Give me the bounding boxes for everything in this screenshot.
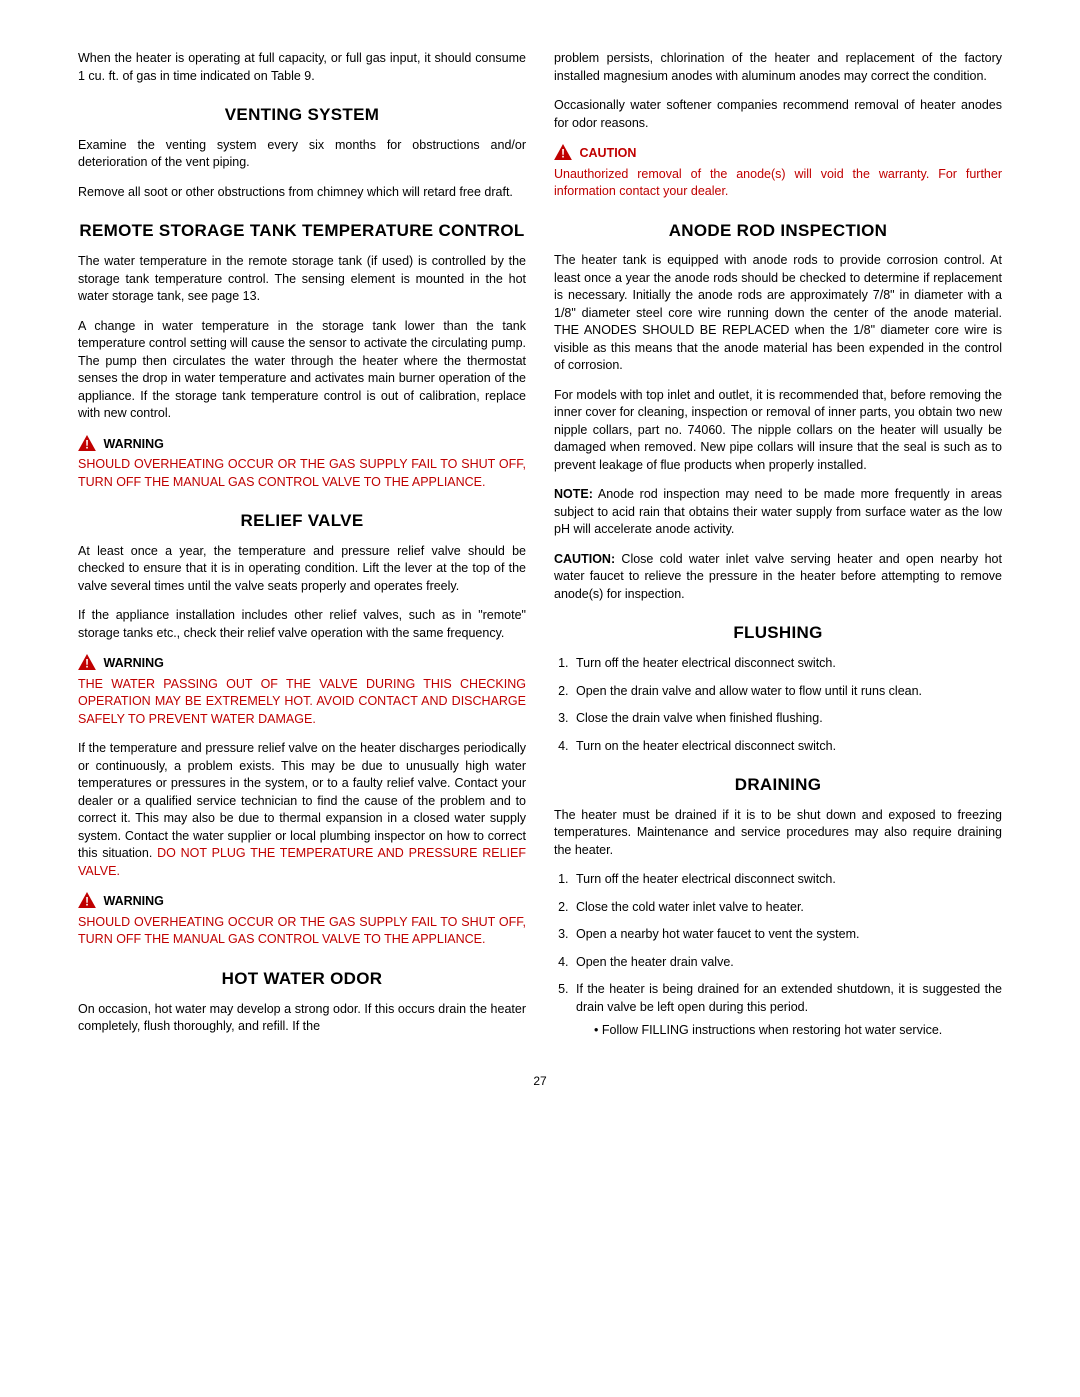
- anode-p2: For models with top inlet and outlet, it…: [554, 387, 1002, 475]
- list-item: Turn off the heater electrical disconnec…: [572, 871, 1002, 889]
- svg-text:!: !: [561, 148, 565, 160]
- relief-warn1: THE WATER PASSING OUT OF THE VALVE DURIN…: [78, 676, 526, 729]
- remote-p2: A change in water temperature in the sto…: [78, 318, 526, 423]
- anode-p1: The heater tank is equipped with anode r…: [554, 252, 1002, 375]
- anode-caution: CAUTION: Close cold water inlet valve se…: [554, 551, 1002, 604]
- warning-icon: !: [78, 435, 96, 457]
- caution-icon: !: [554, 144, 572, 166]
- warning-label: WARNING: [103, 437, 163, 451]
- odor-p1: On occasion, hot water may develop a str…: [78, 1001, 526, 1036]
- remote-p1: The water temperature in the remote stor…: [78, 253, 526, 306]
- anode-title: ANODE ROD INSPECTION: [554, 219, 1002, 243]
- list-item: Open the heater drain valve.: [572, 954, 1002, 972]
- venting-p1: Examine the venting system every six mon…: [78, 137, 526, 172]
- remote-warning-text: SHOULD OVERHEATING OCCUR OR THE GAS SUPP…: [78, 456, 526, 491]
- draining-p1: The heater must be drained if it is to b…: [554, 807, 1002, 860]
- svg-text:!: !: [85, 439, 89, 451]
- warning-icon: !: [78, 654, 96, 676]
- warning-label: WARNING: [103, 894, 163, 908]
- relief-p2: If the appliance installation includes o…: [78, 607, 526, 642]
- odor-title: HOT WATER ODOR: [78, 967, 526, 991]
- relief-p1: At least once a year, the temperature an…: [78, 543, 526, 596]
- svg-text:!: !: [85, 897, 89, 909]
- caution-label: CAUTION: [579, 146, 636, 160]
- odor-cont-p2: Occasionally water softener companies re…: [554, 97, 1002, 132]
- remote-title: REMOTE STORAGE TANK TEMPERATURE CONTROL: [78, 219, 526, 243]
- anode-note: NOTE: Anode rod inspection may need to b…: [554, 486, 1002, 539]
- relief-warn2: SHOULD OVERHEATING OCCUR OR THE GAS SUPP…: [78, 914, 526, 949]
- relief-title: RELIEF VALVE: [78, 509, 526, 533]
- venting-p2: Remove all soot or other obstructions fr…: [78, 184, 526, 202]
- svg-text:!: !: [85, 659, 89, 671]
- warning-label: WARNING: [103, 656, 163, 670]
- flushing-title: FLUSHING: [554, 621, 1002, 645]
- draining-title: DRAINING: [554, 773, 1002, 797]
- list-item: Turn off the heater electrical disconnec…: [572, 655, 1002, 673]
- warning-icon: !: [78, 892, 96, 914]
- flushing-steps: Turn off the heater electrical disconnec…: [554, 655, 1002, 755]
- sub-list-item: Follow FILLING instructions when restori…: [590, 1022, 1002, 1040]
- odor-caution-text: Unauthorized removal of the anode(s) wil…: [554, 166, 1002, 201]
- page-number: 27: [78, 1073, 1002, 1090]
- relief-p3: If the temperature and pressure relief v…: [78, 740, 526, 880]
- intro-text: When the heater is operating at full cap…: [78, 50, 526, 85]
- list-item: If the heater is being drained for an ex…: [572, 981, 1002, 1040]
- list-item: Open a nearby hot water faucet to vent t…: [572, 926, 1002, 944]
- odor-cont-p1: problem persists, chlorination of the he…: [554, 50, 1002, 85]
- draining-steps: Turn off the heater electrical disconnec…: [554, 871, 1002, 1040]
- list-item: Close the cold water inlet valve to heat…: [572, 899, 1002, 917]
- venting-title: VENTING SYSTEM: [78, 103, 526, 127]
- list-item: Turn on the heater electrical disconnect…: [572, 738, 1002, 756]
- list-item: Open the drain valve and allow water to …: [572, 683, 1002, 701]
- list-item: Close the drain valve when finished flus…: [572, 710, 1002, 728]
